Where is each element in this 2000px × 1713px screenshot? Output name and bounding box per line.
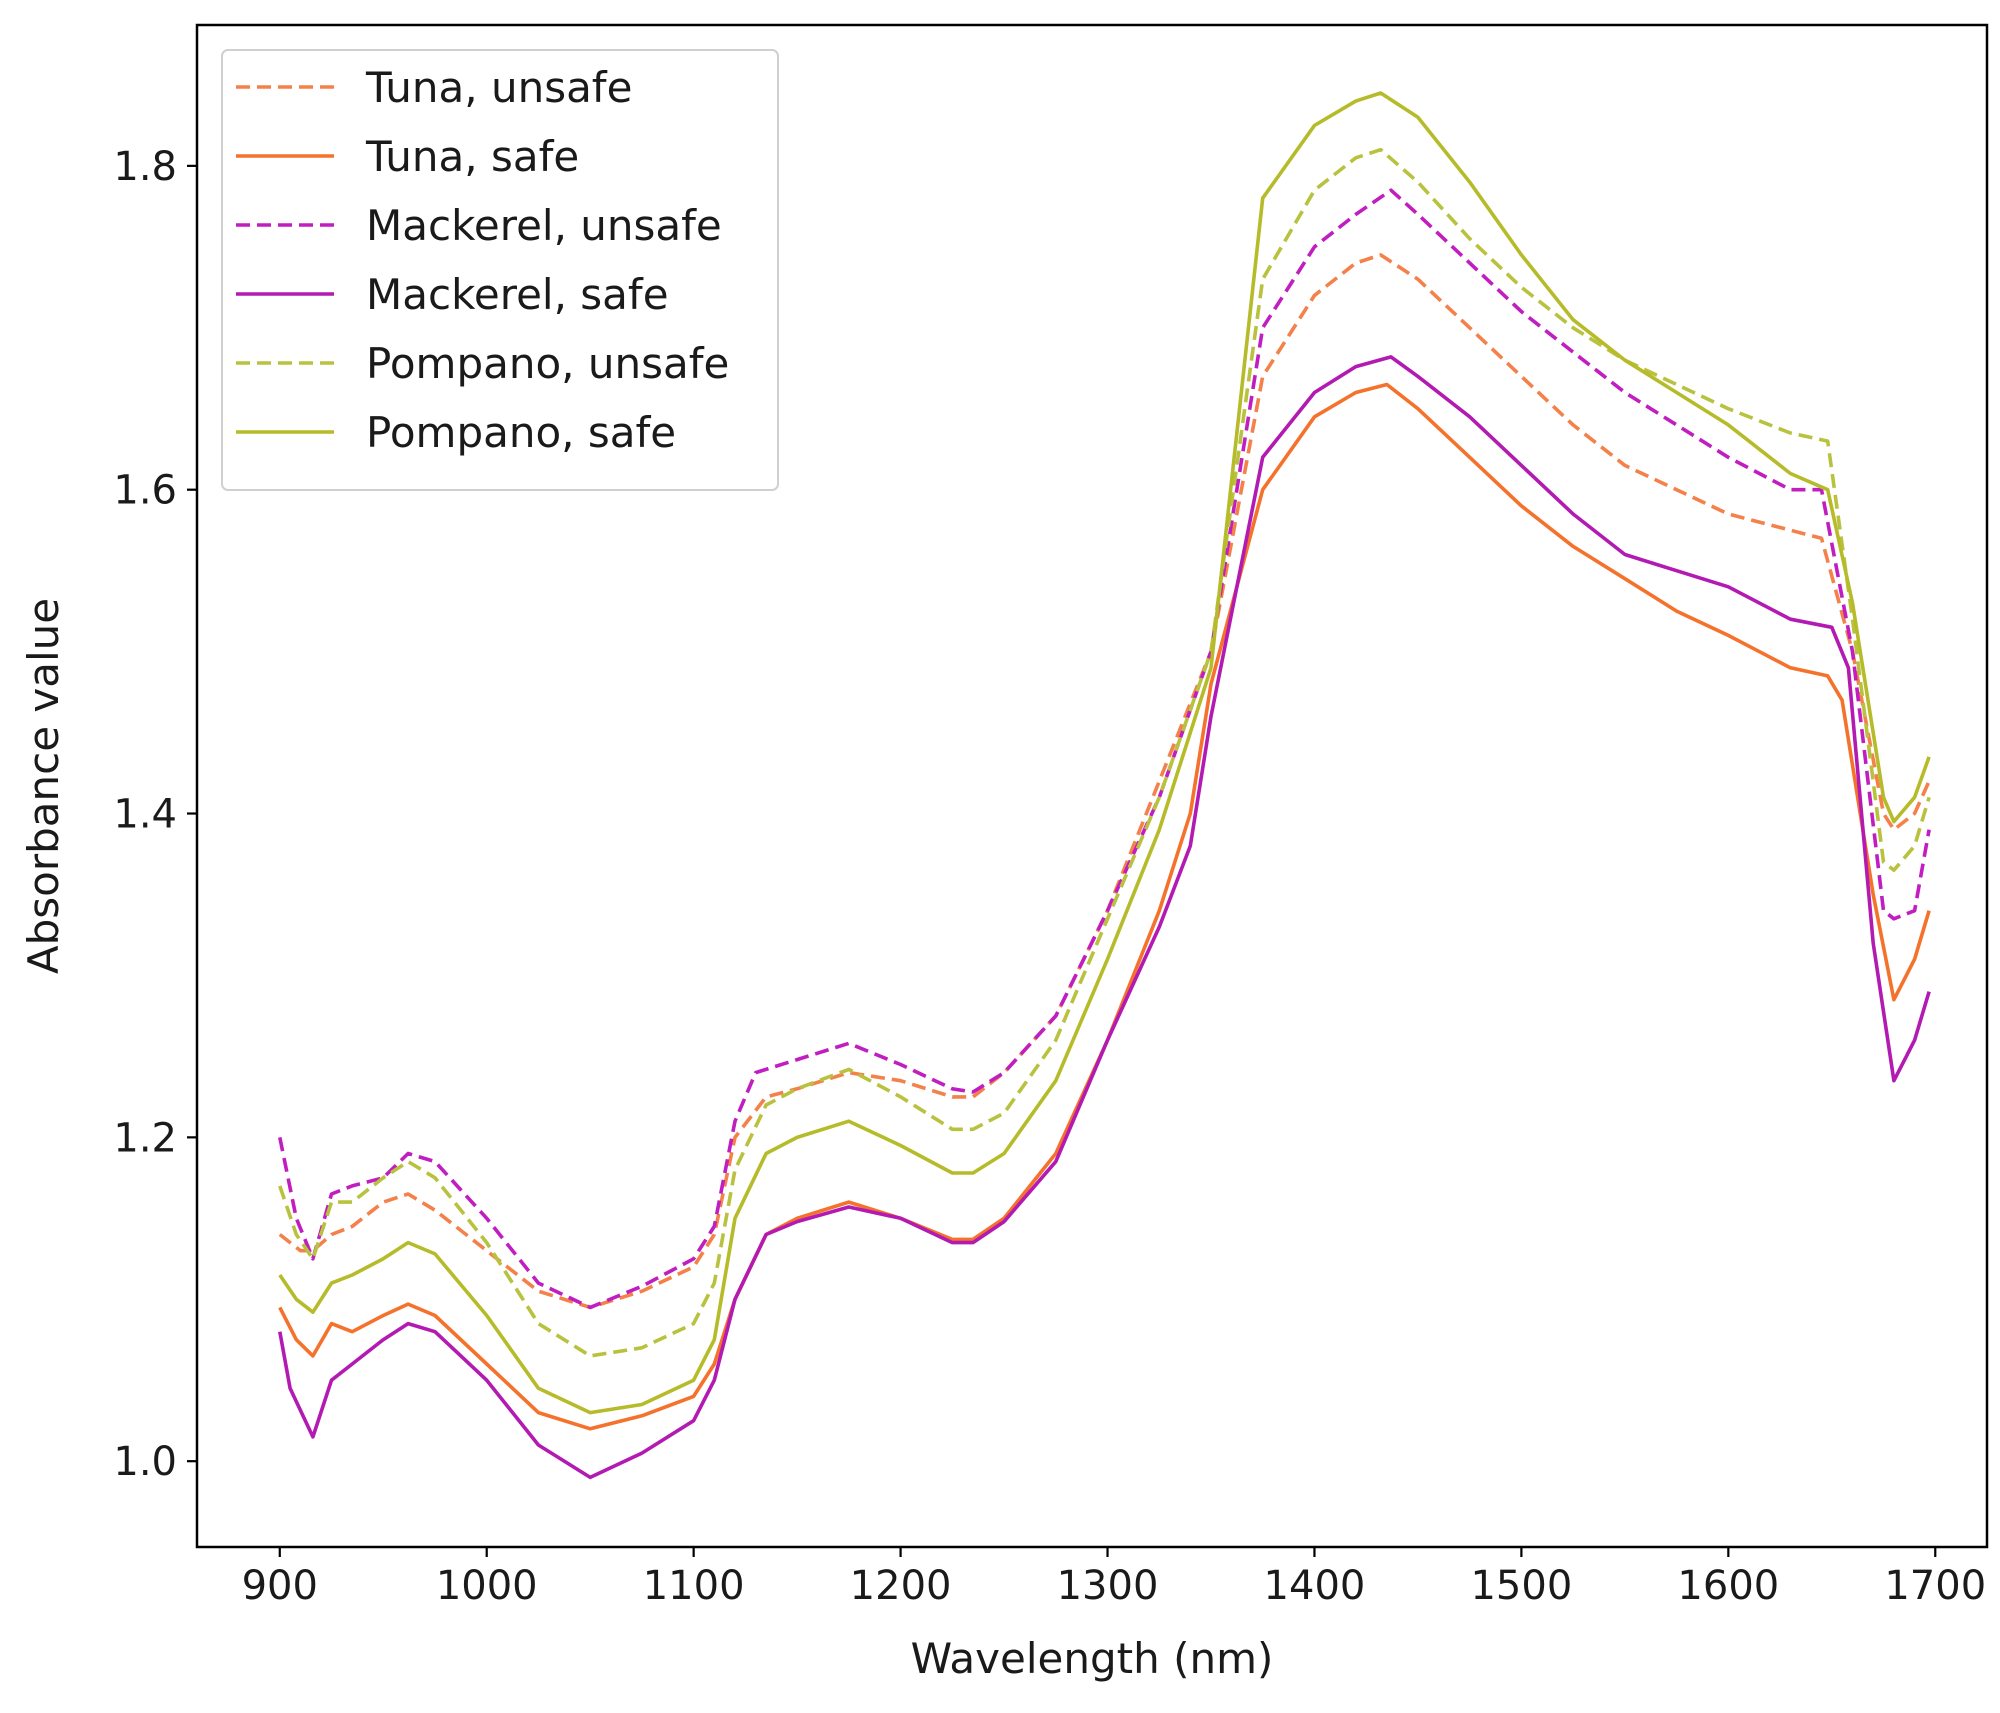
- x-tick-label: 900: [242, 1563, 318, 1609]
- x-tick-label: 1600: [1677, 1563, 1779, 1609]
- legend-label-mackerel-safe: Mackerel, safe: [366, 270, 669, 319]
- x-tick-label: 1500: [1470, 1563, 1572, 1609]
- x-tick-label: 1000: [436, 1563, 538, 1609]
- x-tick-label: 1300: [1057, 1563, 1159, 1609]
- y-axis-label: Absorbance value: [19, 598, 68, 974]
- series-line-mackerel-safe: [278, 355, 1931, 1480]
- series-line-tuna-unsafe: [278, 253, 1931, 1310]
- y-tick-label: 1.4: [113, 792, 177, 838]
- series-line-tuna-safe: [278, 382, 1931, 1431]
- y-tick-label: 1.0: [113, 1439, 177, 1485]
- y-tick-label: 1.2: [113, 1115, 177, 1161]
- legend-label-mackerel-unsafe: Mackerel, unsafe: [366, 201, 722, 250]
- series-layer: [278, 91, 1931, 1480]
- legend: Tuna, unsafe Tuna, safe Mackerel, unsafe Ma…: [221, 49, 779, 491]
- x-tick-label: 1700: [1884, 1563, 1986, 1609]
- legend-box: [221, 49, 779, 491]
- x-axis: 900 1000 1100 1200 1300 1400 1500 1600 1700: [242, 1547, 1986, 1609]
- x-tick-label: 1100: [643, 1563, 745, 1609]
- series-line-mackerel-unsafe: [278, 188, 1931, 1310]
- plot-frame: [195, 23, 1989, 1549]
- series-line-pompano-unsafe: [278, 147, 1931, 1358]
- y-axis: 1.0 1.2 1.4 1.6 1.8: [113, 144, 197, 1485]
- legend-label-pompano-safe: Pompano, safe: [366, 408, 676, 457]
- legend-label-tuna-unsafe: Tuna, unsafe: [365, 63, 632, 112]
- y-tick-label: 1.8: [113, 144, 177, 190]
- series-line-pompano-safe: [278, 91, 1931, 1415]
- legend-label-pompano-unsafe: Pompano, unsafe: [366, 339, 729, 388]
- legend-label-tuna-safe: Tuna, safe: [365, 132, 579, 181]
- x-axis-label: Wavelength (nm): [911, 1634, 1274, 1683]
- y-tick-label: 1.6: [113, 468, 177, 514]
- x-tick-label: 1400: [1264, 1563, 1366, 1609]
- x-tick-label: 1200: [850, 1563, 952, 1609]
